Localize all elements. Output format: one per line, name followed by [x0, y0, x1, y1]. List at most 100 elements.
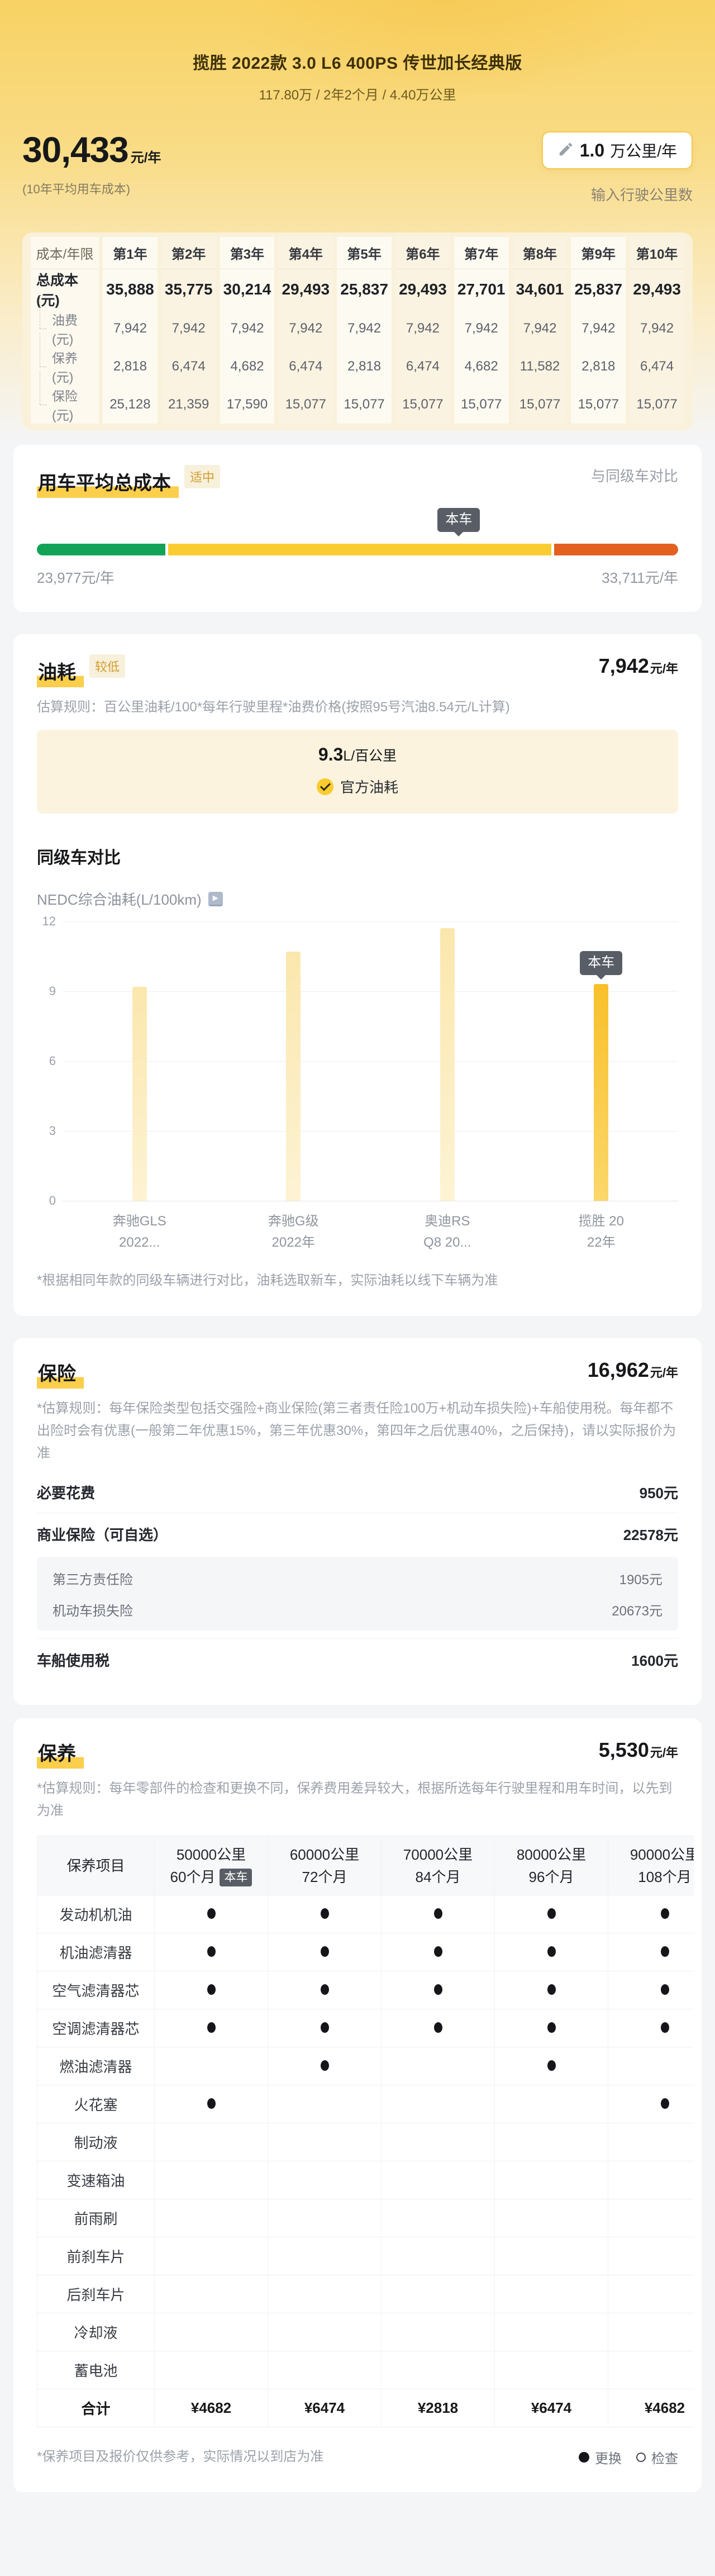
total-cell: ¥6474 [494, 2389, 608, 2427]
cost-cell: 7,942 [464, 321, 498, 336]
cost-cell: 21,359 [168, 397, 209, 412]
commercial-detail-panel: 第三方责任险 1905元 机动车损失险 20673元 [37, 1557, 678, 1631]
vehicle-tax-row: 车船使用税 1600元 [37, 1639, 678, 1680]
maintenance-item-row: 空调滤清器芯 [37, 2009, 694, 2047]
maintenance-mark-cell [268, 2237, 382, 2275]
year-header: 第3年 [220, 237, 275, 269]
maintenance-mark-cell [268, 2123, 382, 2161]
maintenance-item-label: 空调滤清器芯 [37, 2009, 155, 2047]
replace-dot-icon [320, 2022, 329, 2033]
range-high-segment [554, 544, 678, 555]
cost-table-row: 总成本(元) 35,888 35,775 30,214 29,493 25,837 29,4… [31, 269, 684, 310]
fuel-consumption-unit: L/百公里 [343, 748, 397, 764]
replace-dot-icon [660, 1984, 669, 1995]
maintenance-item-label: 燃油滤清器 [37, 2047, 155, 2085]
replace-dot-icon [660, 2022, 669, 2033]
maintenance-mark-cell [381, 2009, 495, 2047]
maintenance-mark-cell [381, 2085, 495, 2123]
maintenance-mark-cell [268, 2047, 382, 2085]
replace-dot-icon [547, 2060, 556, 2071]
mileage-input[interactable]: 1.0 万公里/年 [541, 131, 693, 169]
y-tick-label: 9 [49, 984, 56, 998]
maintenance-item-row: 前刹车片 [37, 2237, 694, 2275]
maintenance-item-row: 机油滤清器 [37, 1933, 694, 1971]
cost-cell: 6,474 [289, 359, 323, 374]
legend-inspect-label: 检查 [651, 2451, 678, 2466]
bars-area: 本车 [63, 921, 678, 1201]
maintenance-mark-cell [154, 2237, 268, 2275]
maintenance-mark-cell [608, 2199, 694, 2237]
mileage-column-header: 50000公里 60个月 本车 [154, 1836, 268, 1895]
year-header: 第10年 [630, 237, 684, 269]
maintenance-mark-cell [608, 2085, 694, 2123]
replace-dot-icon [207, 1984, 216, 1995]
insurance-title: 保险 [37, 1358, 84, 1389]
chart-info-icon[interactable]: ▶ [208, 891, 223, 906]
maintenance-mark-cell [494, 1895, 608, 1933]
cost-cell: 25,128 [109, 397, 151, 412]
y-tick-label: 0 [49, 1194, 56, 1208]
maintenance-mark-cell [494, 2237, 608, 2275]
maintenance-mark-cell [381, 2199, 495, 2237]
maintenance-mark-cell [154, 1933, 268, 1971]
replace-dot-icon [433, 1946, 442, 1957]
total-cell: ¥4682 [154, 2389, 268, 2427]
cost-cell: 4,682 [230, 359, 264, 374]
replace-dot-icon [320, 1908, 329, 1919]
replace-dot-icon [547, 1984, 556, 1995]
divider [37, 1638, 678, 1639]
bar-column [370, 921, 525, 1201]
compare-hint: 与同级车对比 [590, 468, 678, 484]
fuel-consumption-panel: 9.3L/百公里 官方油耗 [37, 730, 678, 814]
maintenance-item-row: 前雨刷 [37, 2199, 694, 2237]
maintenance-mark-cell [154, 2199, 268, 2237]
bar-column [217, 921, 371, 1201]
maintenance-mark-cell [268, 2009, 382, 2047]
maintenance-mark-cell [608, 2123, 694, 2161]
fuel-annual-value: 7,942 [598, 654, 649, 677]
cost-row-label: 保险(元) [31, 371, 99, 424]
maintenance-mark-cell [494, 1933, 608, 1971]
vehicle-damage-value: 20673元 [612, 1603, 662, 1619]
replace-dot-icon [433, 2022, 442, 2033]
cost-row-label: 总成本(元) [36, 273, 79, 308]
maintenance-mark-cell [154, 2123, 268, 2161]
gridline-9 [63, 991, 678, 992]
replace-dot-icon [547, 1946, 556, 1957]
required-cost-row: 必要花费 950元 [37, 1471, 678, 1513]
cost-cell: 15,077 [578, 397, 619, 412]
annual-cost-block: 30,433 元/年 (10年平均用车成本) [22, 129, 161, 197]
cost-cell: 15,077 [402, 397, 444, 412]
total-label: 合计 [37, 2389, 155, 2427]
fuel-title: 油耗 [37, 657, 84, 687]
maintenance-mark-cell [268, 2161, 382, 2199]
maintenance-table-scroll[interactable]: 保养项目 50000公里 60个月 本车 60000公里 72个月 70000公里 84个月 8… [37, 1836, 694, 2427]
mileage-column-header: 80000公里 96个月 [494, 1836, 608, 1895]
maintenance-mark-cell [608, 1895, 694, 1933]
maintenance-rule: *估算规则：每年零部件的检查和更换不同，保养费用差异较大，根据所选每年行驶里程和… [37, 1781, 673, 1818]
edit-pencil-icon [557, 141, 574, 160]
this-car-bar [594, 984, 609, 1201]
insurance-rule: *估算规则：每年保险类型包括交强险+商业保险(第三者责任险100万+机动车损失险… [37, 1401, 676, 1461]
maintenance-mark-cell [268, 2199, 382, 2237]
fuel-annual-unit: 元/年 [650, 662, 678, 676]
maintenance-corner: 保养项目 [37, 1836, 155, 1895]
maintenance-mark-cell [494, 2313, 608, 2351]
maintenance-item-label: 机油滤清器 [37, 1933, 155, 1971]
fuel-rule: 估算规则：百公里油耗/100*每年行驶里程*油费价格(按照95号汽油8.54元/… [37, 700, 510, 715]
maintenance-mark-cell [494, 2199, 608, 2237]
avg-cost-range-bar: 本车 23,977元/年 33,711元/年 [37, 508, 678, 587]
year-header: 第1年 [103, 237, 158, 269]
peer-bar [440, 928, 455, 1201]
cost-cell: 17,590 [226, 397, 268, 412]
maintenance-header-row: 保养项目 50000公里 60个月 本车 60000公里 72个月 70000公里 84个月 8… [37, 1836, 694, 1895]
inspect-circle-icon [636, 2452, 646, 2462]
page-title: 揽胜 2022款 3.0 L6 400PS 传世加长经典版 [193, 54, 522, 73]
chart-x-labels: 奔驰GLS 2022... 奔驰G级 2022年 奥迪RS Q8 20... 揽胜 20 22… [63, 1211, 678, 1253]
maintenance-mark-cell [608, 2351, 694, 2389]
y-tick-label: 12 [42, 914, 56, 928]
replace-dot-icon [207, 1908, 216, 1919]
replace-dot-icon [320, 2060, 329, 2071]
cost-row-label: 油费(元) [31, 295, 99, 348]
maintenance-title: 保养 [37, 1738, 84, 1769]
